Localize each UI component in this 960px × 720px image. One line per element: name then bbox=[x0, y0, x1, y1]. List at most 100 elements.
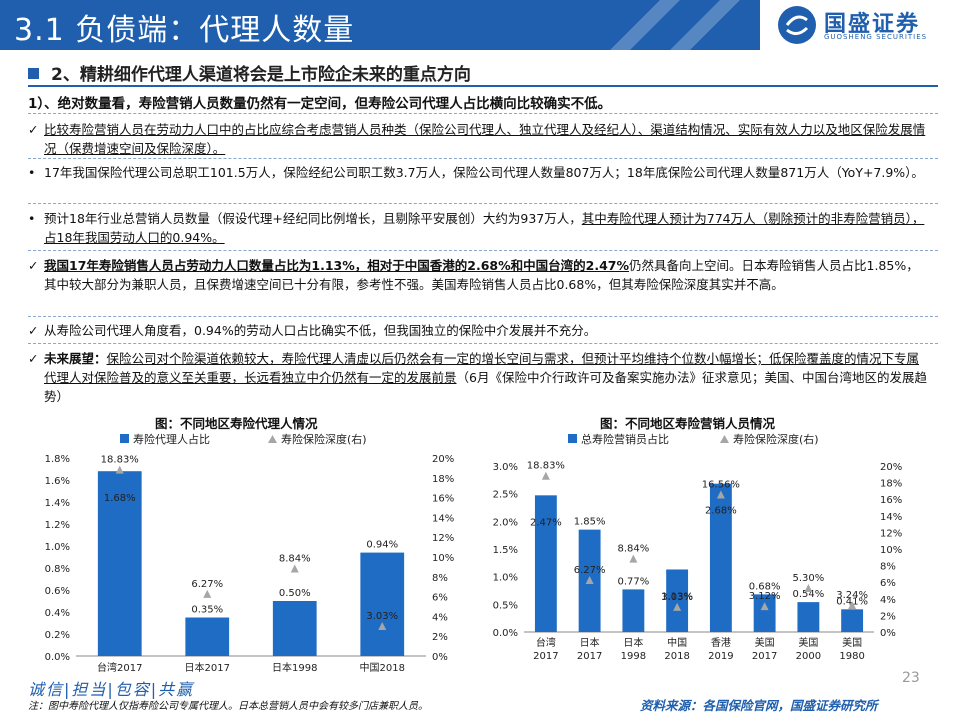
y-right-tick-label: 16% bbox=[880, 495, 902, 506]
y-right-tick-label: 10% bbox=[880, 545, 902, 556]
legend-triangle-icon bbox=[720, 435, 729, 443]
y-left-tick-label: 1.0% bbox=[45, 542, 70, 553]
x-tick-label: 1998 bbox=[621, 651, 646, 662]
bar-data-label: 1.13% bbox=[661, 591, 693, 602]
bullet-label: 未来展望： bbox=[44, 351, 107, 366]
bullet-text: （6月《保险中介行政许可及备案实施办法》征求意见；美国、中国台湾地区的发展趋势） bbox=[44, 370, 927, 404]
x-tick-label: 美国 bbox=[798, 636, 818, 649]
chart-title-left: 图：不同地区寿险代理人情况 bbox=[155, 416, 318, 431]
x-tick-label: 2017 bbox=[752, 651, 777, 662]
y-left-tick-label: 0.2% bbox=[45, 630, 70, 641]
scatter-data-label: 3.12% bbox=[749, 591, 781, 602]
bar-data-label: 0.77% bbox=[617, 576, 649, 587]
y-right-tick-label: 18% bbox=[432, 474, 454, 485]
y-left-tick-label: 1.0% bbox=[493, 573, 518, 584]
y-right-tick-label: 0% bbox=[880, 628, 896, 639]
divider bbox=[28, 113, 938, 114]
y-left-tick-label: 1.5% bbox=[493, 545, 518, 556]
bar-data-label: 0.35% bbox=[191, 605, 223, 616]
bar bbox=[272, 601, 317, 656]
bullet-text-emphasis: 其中寿险代理人预计为774万人（剔除预计的非寿险营销员），占18年我国劳动人口的… bbox=[44, 211, 925, 245]
x-tick-label: 2000 bbox=[796, 651, 821, 662]
logo-text: 国盛证券 bbox=[824, 12, 921, 37]
x-tick-label: 台湾2017 bbox=[97, 661, 142, 674]
divider bbox=[28, 203, 938, 204]
square-bullet-icon bbox=[28, 68, 39, 79]
check-icon: ✓ bbox=[28, 323, 39, 338]
y-right-tick-label: 8% bbox=[880, 562, 896, 573]
y-left-tick-label: 2.5% bbox=[493, 490, 518, 501]
scatter-data-label: 6.27% bbox=[574, 565, 606, 576]
bar bbox=[666, 569, 689, 632]
bullet-text: 比较寿险营销人员在劳动力人口中的占比应综合考虑营销人员种类（保险公司代理人、独立… bbox=[44, 122, 926, 156]
scatter-data-label: 16.56% bbox=[702, 480, 740, 491]
scatter-data-label: 6.27% bbox=[191, 579, 223, 590]
point-one: 1）、绝对数量看，寿险营销人员数量仍然有一定空间，但寿险公司代理人占比横向比较确… bbox=[28, 96, 612, 112]
footnote: 注：图中寿险代理人仅指寿险公司专属代理人。日本总营销人员中会有较多门店兼职人员。 bbox=[28, 701, 428, 712]
bar-data-label: 2.68% bbox=[705, 506, 737, 517]
section-heading-text: 2、精耕细作代理人渠道将会是上市险企未来的重点方向 bbox=[51, 65, 471, 85]
bar bbox=[753, 594, 776, 632]
y-left-tick-label: 0.0% bbox=[45, 652, 70, 663]
scatter-point bbox=[629, 554, 638, 563]
company-logo: 国盛证券 GUOSHENG SECURITIES bbox=[760, 0, 960, 50]
legend-label: 总寿险营销员占比 bbox=[581, 432, 669, 446]
x-tick-label: 台湾 bbox=[536, 636, 556, 649]
scatter-point bbox=[541, 471, 550, 480]
bar bbox=[97, 471, 142, 656]
bar bbox=[709, 483, 732, 632]
check-icon: ✓ bbox=[28, 122, 39, 137]
y-right-tick-label: 2% bbox=[432, 632, 448, 643]
bullet-item: • 17年我国保险代理公司总职工101.5万人，保险经纪公司职工数3.7万人，保… bbox=[28, 163, 928, 182]
x-tick-label: 美国 bbox=[755, 636, 775, 649]
x-tick-label: 中国2018 bbox=[360, 661, 405, 674]
y-right-tick-label: 4% bbox=[432, 612, 448, 623]
bar bbox=[841, 609, 864, 632]
bullet-text-emphasis: 我国17年寿险销售人员占劳动力人口数量占比为1.13%，相对于中国香港的2.68… bbox=[44, 258, 629, 273]
divider bbox=[28, 250, 938, 251]
legend-swatch-bar bbox=[568, 434, 577, 443]
bar bbox=[534, 495, 557, 632]
y-right-tick-label: 18% bbox=[880, 479, 902, 490]
y-right-tick-label: 4% bbox=[880, 595, 896, 606]
x-tick-label: 2018 bbox=[664, 651, 689, 662]
scatter-point bbox=[378, 622, 387, 631]
divider bbox=[28, 316, 938, 317]
y-right-tick-label: 12% bbox=[432, 533, 454, 544]
y-left-tick-label: 1.8% bbox=[45, 454, 70, 465]
divider bbox=[28, 343, 938, 344]
y-right-tick-label: 2% bbox=[880, 611, 896, 622]
legend-triangle-icon bbox=[268, 435, 277, 443]
bar bbox=[622, 589, 645, 632]
dot-icon: • bbox=[28, 165, 36, 180]
scatter-data-label: 3.24% bbox=[836, 590, 868, 601]
bullet-text: 预计18年行业总营销人员数量（假设代理+经纪同比例增长，且剔除平安展创）大约为9… bbox=[44, 211, 582, 226]
y-left-tick-label: 0.4% bbox=[45, 608, 70, 619]
bar bbox=[185, 617, 230, 656]
divider bbox=[28, 158, 938, 159]
bullet-text: 仍然具备向上空间。日本寿险销售人员占比1.85%，其中较大部分为兼职人员，且保费… bbox=[44, 258, 919, 292]
y-left-tick-label: 3.0% bbox=[493, 462, 518, 473]
bullet-text: 17年我国保险代理公司总职工101.5万人，保险经纪公司职工数3.7万人，保险公… bbox=[44, 165, 924, 180]
check-icon: ✓ bbox=[28, 351, 39, 366]
x-tick-label: 2017 bbox=[533, 651, 558, 662]
x-tick-label: 日本 bbox=[580, 636, 600, 649]
y-left-tick-label: 0.6% bbox=[45, 586, 70, 597]
bullet-item: • 预计18年行业总营销人员数量（假设代理+经纪同比例增长，且剔除平安展创）大约… bbox=[28, 209, 928, 247]
y-left-tick-label: 2.0% bbox=[493, 517, 518, 528]
y-right-tick-label: 6% bbox=[880, 578, 896, 589]
scatter-data-label: 3.03% bbox=[661, 592, 693, 603]
y-left-tick-label: 1.2% bbox=[45, 520, 70, 531]
scatter-point bbox=[290, 564, 299, 573]
bar bbox=[360, 552, 405, 656]
y-left-tick-label: 0.5% bbox=[493, 600, 518, 611]
bar-data-label: 1.68% bbox=[104, 493, 136, 504]
y-right-tick-label: 14% bbox=[432, 513, 454, 524]
y-left-tick-label: 0.0% bbox=[493, 628, 518, 639]
bar bbox=[797, 602, 820, 632]
y-left-tick-label: 1.6% bbox=[45, 476, 70, 487]
legend-label: 寿险保险深度(右) bbox=[281, 432, 367, 446]
scatter-data-label: 18.83% bbox=[101, 455, 139, 466]
x-tick-label: 美国 bbox=[842, 636, 862, 649]
bar-data-label: 0.50% bbox=[279, 588, 311, 599]
